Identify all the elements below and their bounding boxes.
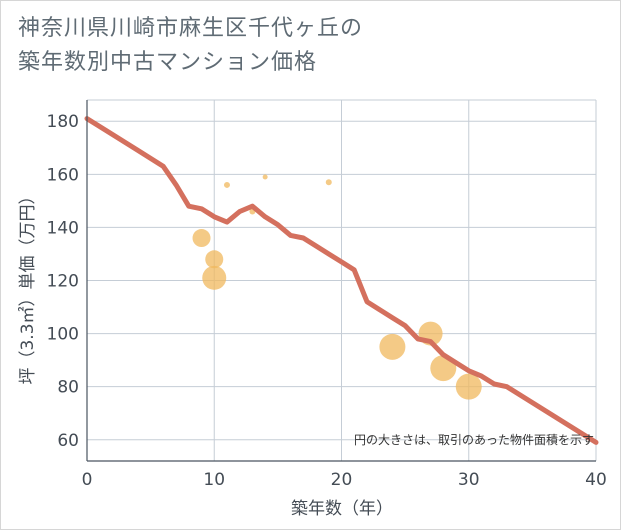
data-point-bubble <box>192 229 211 248</box>
x-tick-label: 0 <box>82 470 93 490</box>
trend-line <box>84 116 599 445</box>
chart-title-line1: 神奈川県川崎市麻生区千代ヶ丘の <box>18 16 364 41</box>
x-tick-label: 20 <box>331 470 353 490</box>
data-point-bubble <box>379 333 406 360</box>
data-point-bubble <box>262 174 268 180</box>
axes-layer <box>86 100 596 462</box>
x-tick-label: 40 <box>585 470 607 490</box>
chart-title: 神奈川県川崎市麻生区千代ヶ丘の 築年数別中古マンション価格 <box>18 12 363 80</box>
y-tick-label: 120 <box>47 272 79 292</box>
data-point-bubble <box>223 181 230 188</box>
x-tick-label: 30 <box>458 470 480 490</box>
y-tick-label: 100 <box>47 325 79 345</box>
y-tick-label: 160 <box>47 165 79 185</box>
y-axis-label: 坪（3.3㎡）単価（万円） <box>18 187 38 384</box>
x-tick-label: 10 <box>203 470 225 490</box>
grid-lines <box>87 99 597 461</box>
data-point-bubble <box>205 250 224 269</box>
chart-title-line2: 築年数別中古マンション価格 <box>18 50 318 75</box>
data-point-bubble <box>325 179 332 186</box>
size-annotation: 円の大きさは、取引のあった物件面積を示す <box>354 432 594 447</box>
tick-labels: 0 10 20 30 40 60 80 100 120 140 160 180 <box>47 112 607 490</box>
trend-layer <box>84 116 599 445</box>
y-tick-label: 60 <box>57 431 79 451</box>
data-point-bubble <box>202 265 227 290</box>
y-tick-label: 80 <box>57 378 79 398</box>
data-point-bubble <box>455 373 482 400</box>
bubble-layer <box>192 174 482 400</box>
x-axis-label: 築年数（年） <box>291 499 393 519</box>
y-tick-label: 180 <box>47 112 79 132</box>
y-tick-label: 140 <box>47 218 79 238</box>
